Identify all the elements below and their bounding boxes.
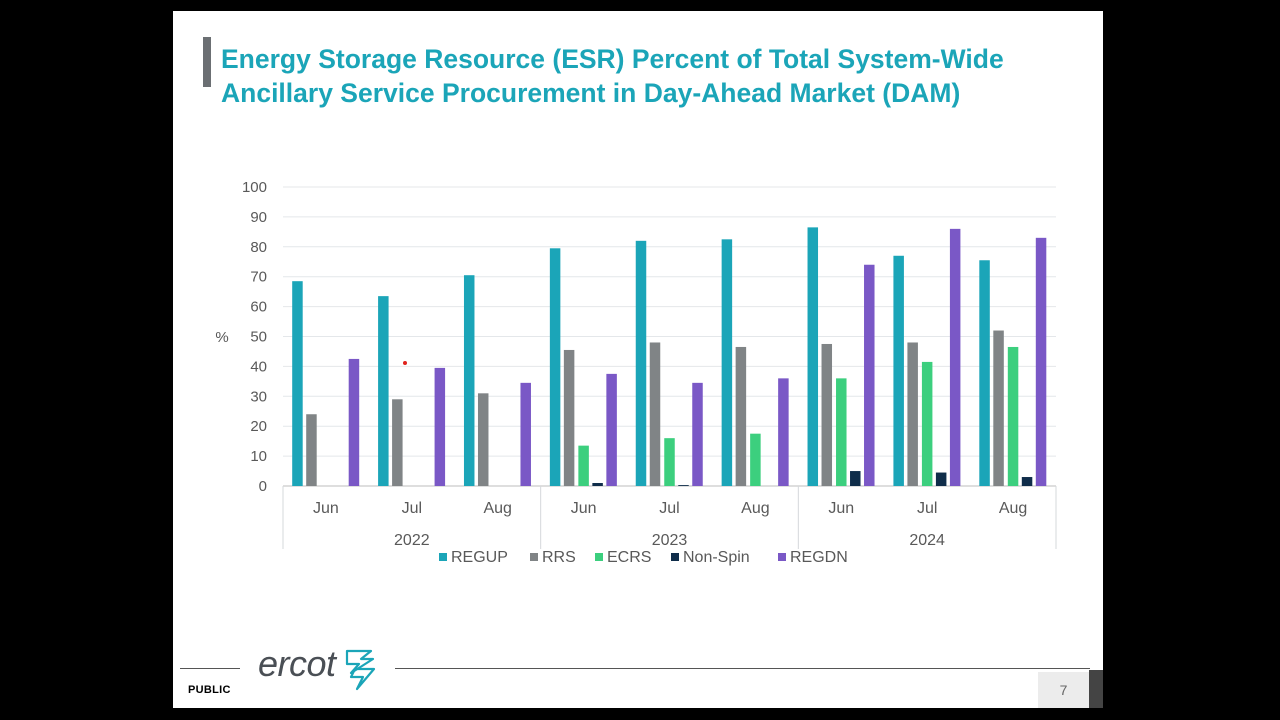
legend-label: RRS: [542, 549, 576, 566]
legend-label: REGDN: [790, 549, 848, 566]
bar-non-spin: [678, 485, 689, 486]
page-number: 7: [1059, 682, 1068, 698]
y-tick-label: 70: [250, 269, 267, 286]
bar-non-spin: [1021, 477, 1033, 486]
slide-title-line-1: Energy Storage Resource (ESR) Percent of…: [221, 44, 1004, 74]
bar-regdn: [520, 382, 531, 486]
bar-ecrs: [836, 378, 847, 486]
y-tick-label: 100: [242, 179, 267, 196]
x-tick-label: Jun: [828, 500, 854, 517]
bar-rrs: [392, 399, 403, 486]
bar-rrs: [306, 414, 317, 486]
bar-regdn: [949, 228, 961, 487]
ercot-logo: ercot: [258, 641, 388, 693]
page-edge-bar: [1089, 670, 1103, 708]
legend-swatch: [671, 553, 679, 561]
x-tick-label: Jun: [571, 500, 597, 517]
bar-regup: [721, 239, 733, 486]
bar-regup: [893, 255, 904, 486]
slide-title: Energy Storage Resource (ESR) Percent of…: [221, 42, 1091, 110]
x-tick-label: Aug: [999, 500, 1027, 517]
legend-swatch: [530, 553, 538, 561]
x-group-label: 2022: [394, 532, 430, 549]
bar-rrs: [735, 346, 747, 486]
legend-swatch: [595, 553, 603, 561]
bar-chart: 0 10 20 30 40 50 60 70 80 90 100% Jun Jul Aug Jun Jul Au…: [215, 179, 1057, 566]
x-tick-label: Jul: [659, 500, 679, 517]
legend-label: REGUP: [451, 549, 508, 566]
y-axis-label: %: [215, 329, 228, 346]
bar-non-spin: [850, 471, 861, 486]
x-group-label: 2023: [652, 532, 688, 549]
bar-ecrs: [1007, 346, 1019, 486]
bar-regdn: [692, 382, 703, 486]
bar-rrs: [907, 342, 918, 486]
bar-ecrs: [664, 438, 675, 486]
bar-rrs: [477, 393, 489, 486]
bar-regdn: [778, 378, 789, 486]
x-tick-label: Aug: [483, 500, 511, 517]
bar-regup: [292, 281, 303, 486]
bar-regdn: [606, 373, 617, 486]
bar-regdn: [1035, 237, 1047, 486]
pointer-dot: [403, 361, 407, 365]
y-tick-label: 90: [250, 209, 267, 226]
bar-regup: [807, 227, 819, 487]
bar-non-spin: [592, 483, 603, 486]
bar-rrs: [563, 349, 575, 486]
bar-regdn: [434, 367, 446, 486]
legend-swatch: [778, 553, 786, 561]
bar-non-spin: [935, 472, 947, 486]
bar-regup: [463, 275, 475, 486]
y-tick-label: 50: [250, 329, 267, 346]
bar-regup: [549, 248, 561, 486]
x-group-label: 2024: [909, 532, 945, 549]
bar-rrs: [649, 342, 661, 486]
y-tick-label: 20: [250, 418, 267, 435]
y-tick-label: 40: [250, 358, 267, 375]
y-tick-label: 0: [259, 478, 267, 495]
footer-rule-right: [395, 668, 1090, 669]
x-tick-label: Jul: [402, 500, 422, 517]
title-accent-bar: [203, 37, 211, 87]
legend-label: ECRS: [607, 549, 651, 566]
bar-ecrs: [921, 361, 933, 486]
bar-regup: [378, 296, 389, 486]
x-tick-label: Jul: [917, 500, 937, 517]
x-tick-label: Jun: [313, 500, 339, 517]
bar-rrs: [821, 343, 833, 486]
page-number-box: 7: [1038, 672, 1089, 708]
y-tick-label: 60: [250, 299, 267, 316]
bar-ecrs: [750, 433, 761, 486]
bar-rrs: [993, 330, 1004, 486]
lightning-bolt-icon: [345, 649, 376, 691]
bar-regdn: [864, 264, 875, 486]
y-tick-label: 10: [250, 448, 267, 465]
y-tick-label: 80: [250, 239, 267, 256]
legend-swatch: [439, 553, 447, 561]
slide: Energy Storage Resource (ESR) Percent of…: [173, 11, 1103, 708]
bar-ecrs: [578, 445, 589, 486]
bar-regdn: [348, 358, 360, 486]
footer-rule-left: [180, 668, 240, 669]
bar-regup: [979, 260, 990, 486]
y-tick-label: 30: [250, 388, 267, 405]
bar-regup: [635, 240, 647, 486]
legend-label: Non-Spin: [683, 549, 750, 566]
slide-title-line-2: Ancillary Service Procurement in Day-Ahe…: [221, 78, 961, 108]
footer-public-label: PUBLIC: [188, 684, 231, 696]
logo-wordmark: ercot: [258, 643, 336, 684]
x-tick-label: Aug: [741, 500, 769, 517]
